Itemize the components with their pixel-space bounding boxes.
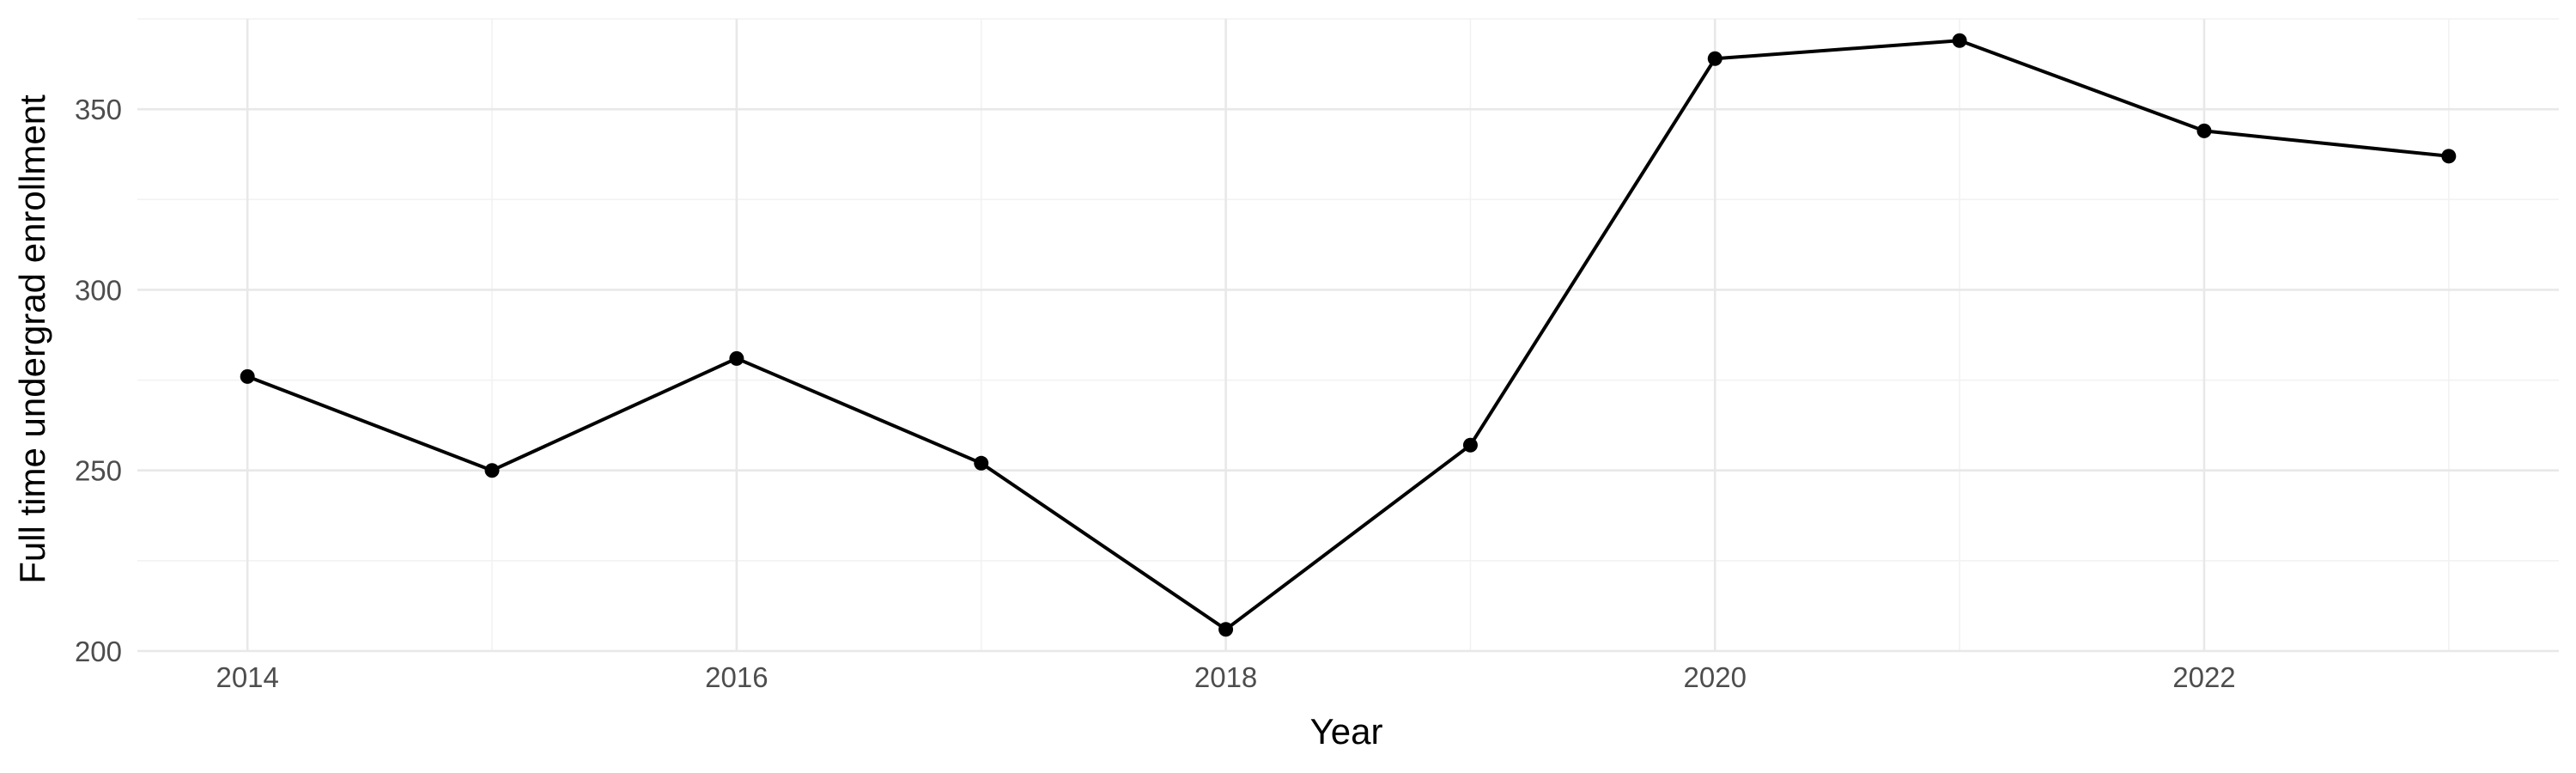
data-point <box>1462 437 1478 453</box>
x-axis-tick-labels: 2014 2016 2018 2020 2022 <box>216 661 2235 693</box>
series-line <box>246 39 2450 631</box>
y-tick-label: 300 <box>75 274 122 306</box>
data-point <box>2441 149 2457 164</box>
x-tick-label: 2016 <box>705 661 768 693</box>
x-tick-label: 2020 <box>1684 661 1747 693</box>
data-point <box>2196 123 2212 138</box>
grid-lines <box>137 18 2559 653</box>
data-point <box>1218 622 1234 637</box>
x-tick-label: 2018 <box>1194 661 1257 693</box>
x-axis-title: Year <box>1310 711 1383 752</box>
y-tick-label: 250 <box>75 455 122 487</box>
data-point <box>1952 33 1967 48</box>
data-point <box>1707 51 1722 66</box>
y-tick-label: 350 <box>75 94 122 125</box>
series-points <box>240 33 2457 637</box>
data-point <box>484 463 500 478</box>
x-tick-label: 2022 <box>2172 661 2235 693</box>
data-point <box>974 455 989 471</box>
data-point <box>729 350 744 366</box>
y-axis-tick-labels: 200 250 300 350 <box>75 94 122 667</box>
y-axis-title: Full time undergrad enrollment <box>12 94 52 584</box>
data-point <box>240 368 255 384</box>
x-tick-label: 2014 <box>216 661 278 693</box>
y-tick-label: 200 <box>75 636 122 667</box>
